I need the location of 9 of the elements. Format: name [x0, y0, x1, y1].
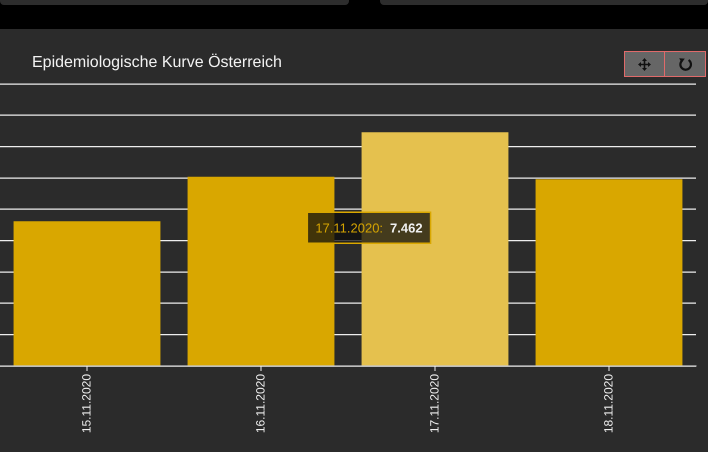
- chart-title: Epidemiologische Kurve Österreich: [32, 53, 282, 73]
- x-tick-label: 16.11.2020: [253, 374, 268, 434]
- x-tick-label: 15.11.2020: [79, 374, 94, 434]
- x-tick-label: 18.11.2020: [601, 374, 616, 434]
- bar: [536, 179, 682, 366]
- data-label: 7.462: [390, 220, 423, 236]
- bar: [14, 221, 160, 366]
- x-tick-label: 17.11.2020: [427, 374, 442, 434]
- annotation: 17.11.2020:: [315, 220, 384, 236]
